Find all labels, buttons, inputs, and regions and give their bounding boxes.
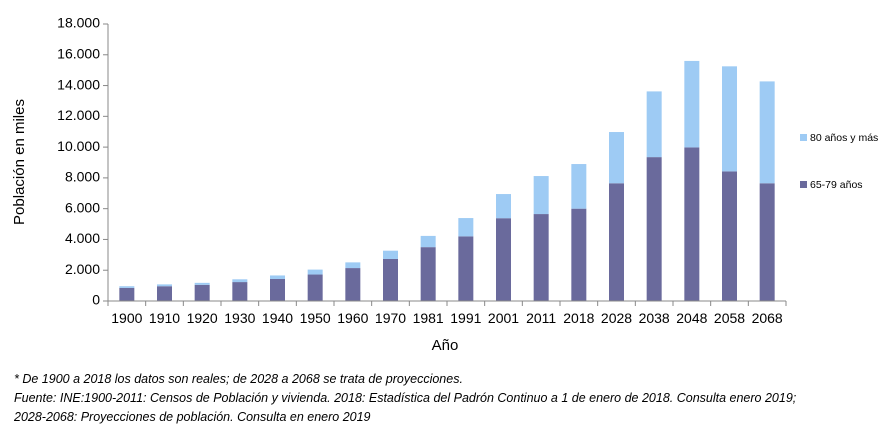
bar-1900-80-plus [119, 286, 135, 288]
x-axis-title: Año [432, 337, 459, 354]
y-tick-label: 6.000 [65, 199, 100, 215]
bar-1930-65-79 [232, 282, 248, 301]
bar-2001-80-plus [496, 194, 511, 219]
bar-2038-65-79 [646, 157, 662, 301]
bar-2058-65-79 [722, 171, 737, 301]
bar-2068-80-plus [759, 81, 775, 184]
bar-1920-65-79 [194, 284, 210, 301]
bar-1991-65-79 [458, 236, 474, 301]
bar-2028-80-plus [609, 132, 624, 184]
bar-1920-80-plus [194, 282, 210, 285]
x-tick-label: 1940 [262, 310, 293, 326]
y-tick-label: 2.000 [65, 261, 100, 277]
y-tick-label: 16.000 [57, 45, 100, 61]
bar-1900-65-79 [119, 287, 135, 301]
x-tick-label: 2011 [526, 310, 556, 326]
y-tick-label: 18.000 [57, 15, 100, 31]
legend-label: 80 años y más [810, 132, 878, 144]
x-axis-ticks: 1900 1910 1920 1930 1940 1950 1960 1970 1981 1991… [107, 301, 787, 326]
x-tick-label: 2018 [563, 310, 594, 326]
bar-1940-80-plus [270, 275, 285, 279]
x-tick-label: 1981 [413, 310, 444, 326]
bar-2018-80-plus [571, 164, 587, 209]
bar-1940-65-79 [270, 278, 285, 301]
footnote-data-note: * De 1900 a 2018 los datos son reales; d… [14, 372, 463, 386]
bar-1970-65-79 [383, 258, 398, 301]
bar-2011-65-79 [533, 214, 549, 301]
bar-1950-65-79 [307, 274, 323, 301]
bar-2068-65-79 [759, 183, 775, 301]
x-tick-label: 2058 [714, 310, 745, 326]
x-tick-label: 2048 [676, 310, 707, 326]
x-tick-label: 1920 [187, 310, 218, 326]
bar-2028-65-79 [609, 183, 624, 301]
x-tick-label: 1900 [111, 310, 142, 326]
y-tick-label: 8.000 [65, 169, 100, 185]
footnotes: * De 1900 a 2018 los datos son reales; d… [14, 370, 796, 427]
y-tick-label: 10.000 [57, 138, 100, 154]
bar-1910-80-plus [157, 284, 172, 287]
bar-1930-80-plus [232, 279, 248, 283]
bar-1910-65-79 [157, 286, 172, 301]
footnote-source: Fuente: INE:1900-2011: Censos de Poblaci… [14, 391, 797, 405]
bar-1981-65-79 [420, 247, 436, 301]
footnote-source-continued: 2028-2068: Proyecciones de población. Co… [14, 410, 371, 424]
x-tick-label: 2028 [601, 310, 632, 326]
y-axis-title: Población en miles [11, 99, 28, 225]
chart: 0 2.000 4.000 6.000 8.000 10.000 12.000 14.000 1… [11, 15, 878, 354]
y-tick-label: 0 [92, 292, 100, 308]
x-tick-label: 2068 [752, 310, 783, 326]
x-tick-label: 2038 [639, 310, 670, 326]
x-tick-label: 1910 [149, 310, 180, 326]
legend: 80 años y más 65-79 años [800, 132, 878, 191]
legend-swatch [800, 134, 807, 141]
bar-1960-80-plus [345, 262, 361, 269]
bars [119, 60, 775, 301]
bar-1960-65-79 [345, 268, 361, 301]
bar-2048-65-79 [684, 147, 700, 301]
bar-2058-80-plus [722, 66, 737, 172]
legend-swatch [800, 181, 807, 188]
legend-label: 65-79 años [810, 179, 863, 191]
x-tick-label: 2001 [488, 310, 519, 326]
x-tick-label: 1930 [224, 310, 255, 326]
bar-2038-80-plus [646, 91, 662, 158]
bar-1981-80-plus [420, 235, 436, 248]
bar-2011-80-plus [533, 176, 549, 215]
y-tick-label: 14.000 [57, 76, 100, 92]
bar-2018-65-79 [571, 208, 587, 301]
bar-2048-80-plus [684, 60, 700, 148]
x-tick-label: 1960 [337, 310, 368, 326]
y-axis-ticks: 0 2.000 4.000 6.000 8.000 10.000 12.000 14.000 1… [57, 15, 108, 308]
bar-1950-80-plus [307, 269, 323, 275]
bar-1970-80-plus [383, 250, 398, 259]
bar-1991-80-plus [458, 218, 474, 237]
bar-2001-65-79 [496, 218, 511, 301]
y-tick-label: 4.000 [65, 230, 100, 246]
x-tick-label: 1950 [300, 310, 331, 326]
x-tick-label: 1970 [375, 310, 406, 326]
y-tick-label: 12.000 [57, 107, 100, 123]
x-tick-label: 1991 [450, 310, 481, 326]
